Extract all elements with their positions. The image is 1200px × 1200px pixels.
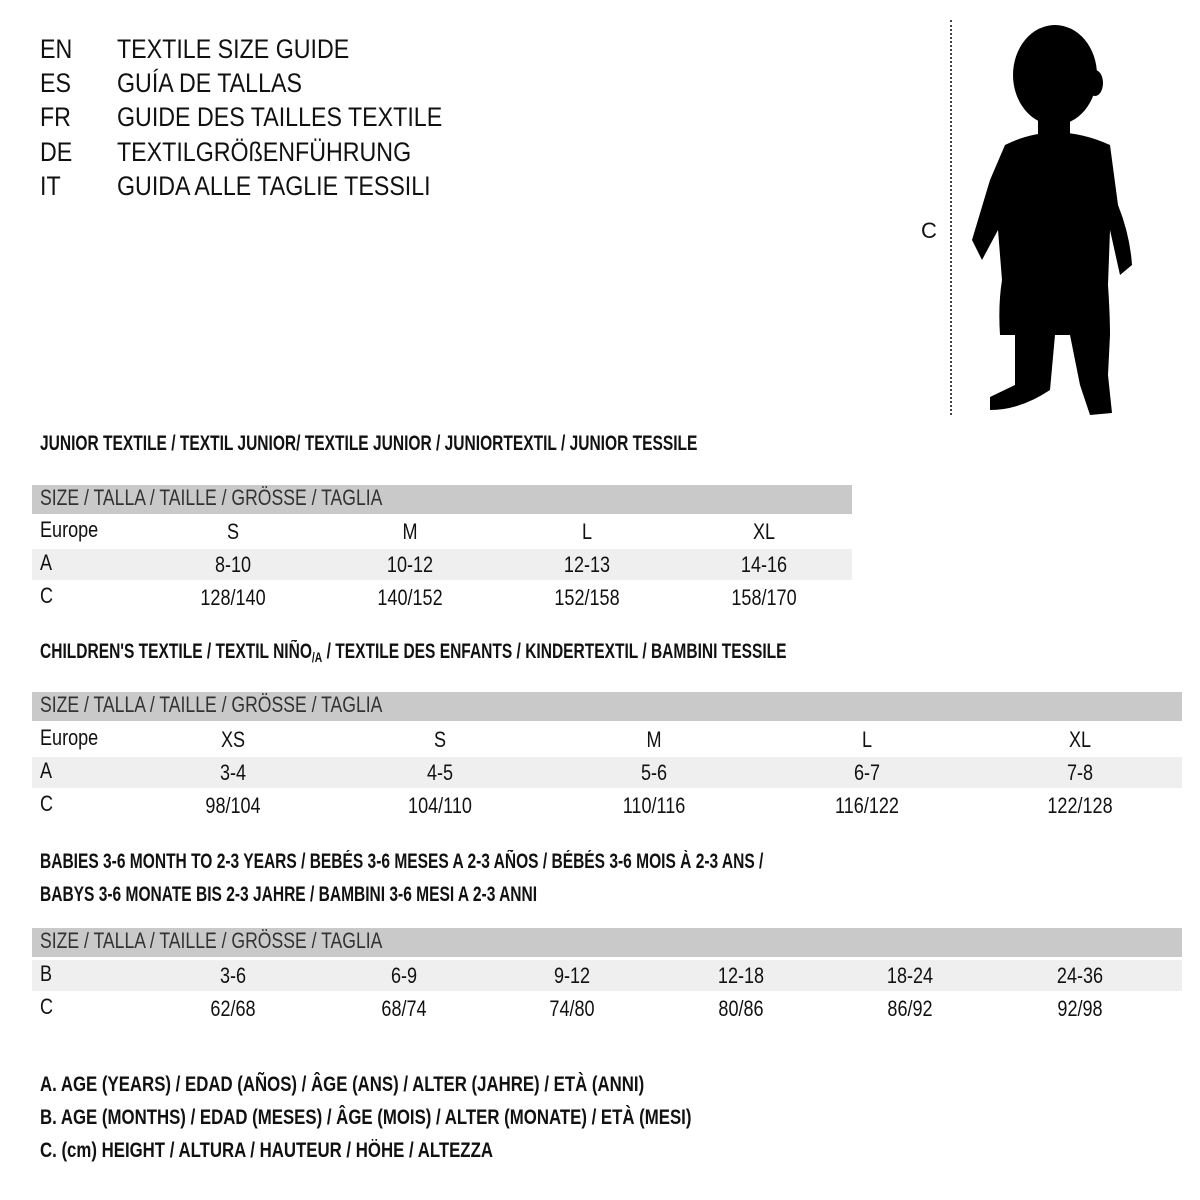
table-cell: 12-18	[717, 963, 765, 988]
row-label: A	[40, 758, 53, 783]
heading-part: / TEXTILE DES ENFANTS / KINDERTEXTIL / B…	[322, 640, 787, 663]
table-cell: 4-5	[426, 760, 454, 785]
table-cell: S	[433, 727, 447, 752]
table-cell: 14-16	[740, 552, 788, 577]
table-cell: 7-8	[1066, 760, 1094, 785]
table-cell: S	[226, 519, 240, 544]
table-cell: 98/104	[205, 793, 261, 818]
table-cell: 5-6	[640, 760, 668, 785]
child-silhouette-icon	[972, 25, 1132, 415]
row-shade	[32, 757, 1182, 788]
table-cell: XS	[220, 727, 246, 752]
row-label: C	[40, 791, 54, 816]
table-cell: XL	[752, 519, 776, 544]
table-cell: 3-4	[219, 760, 247, 785]
lang-title: TEXTILGRÖßENFÜHRUNG	[117, 137, 412, 167]
lang-title: GUIDA ALLE TAGLIE TESSILI	[117, 171, 431, 201]
table-cell: 92/98	[1057, 996, 1103, 1021]
row-shade	[32, 549, 852, 580]
lang-code: IT	[40, 171, 61, 201]
legend-item: C. (cm) HEIGHT / ALTURA / HAUTEUR / HÖHE…	[40, 1139, 493, 1162]
row-label: C	[40, 583, 54, 608]
table-cell: M	[646, 727, 662, 752]
table-cell: 6-9	[390, 963, 418, 988]
lang-title: TEXTILE SIZE GUIDE	[117, 34, 350, 64]
table-cell: L	[861, 727, 873, 752]
lang-code: DE	[40, 137, 73, 167]
section-heading: JUNIOR TEXTILE / TEXTIL JUNIOR/ TEXTILE …	[40, 432, 698, 455]
lang-title: GUÍA DE TALLAS	[117, 68, 302, 98]
lang-title: GUIDE DES TAILLES TEXTILE	[117, 102, 443, 132]
section-heading: BABIES 3-6 MONTH TO 2-3 YEARS / BEBÉS 3-…	[40, 850, 764, 873]
table-cell: 62/68	[210, 996, 256, 1021]
table-cell: 3-6	[219, 963, 247, 988]
table-cell: 116/122	[835, 793, 899, 818]
legend-item: A. AGE (YEARS) / EDAD (AÑOS) / ÂGE (ANS)…	[40, 1073, 645, 1096]
table-cell: 152/158	[554, 585, 620, 610]
legend-item: B. AGE (MONTHS) / EDAD (MESES) / ÂGE (MO…	[40, 1106, 692, 1129]
size-header-band	[32, 485, 852, 514]
table-cell: 68/74	[381, 996, 427, 1021]
table-cell: XL	[1068, 727, 1092, 752]
heading-part: CHILDREN'S TEXTILE / TEXTIL NIÑO	[40, 640, 312, 663]
row-label: B	[40, 961, 53, 986]
size-header: SIZE / TALLA / TAILLE / GRÖSSE / TAGLIA	[40, 928, 383, 953]
table-cell: L	[581, 519, 593, 544]
section-heading: BABYS 3-6 MONATE BIS 2-3 JAHRE / BAMBINI…	[40, 883, 538, 906]
table-cell: 10-12	[386, 552, 434, 577]
row-label: C	[40, 994, 54, 1019]
table-cell: 140/152	[377, 585, 443, 610]
size-header-band	[32, 928, 1182, 957]
table-cell: 74/80	[549, 996, 595, 1021]
table-cell: 24-36	[1056, 963, 1104, 988]
table-cell: 104/110	[408, 793, 472, 818]
size-header: SIZE / TALLA / TAILLE / GRÖSSE / TAGLIA	[40, 485, 383, 510]
table-cell: 158/170	[731, 585, 797, 610]
table-cell: 122/128	[1047, 793, 1113, 818]
row-label: Europe	[40, 517, 99, 542]
table-cell: 86/92	[887, 996, 933, 1021]
row-label: A	[40, 550, 53, 575]
lang-code: ES	[40, 68, 71, 98]
table-cell: 6-7	[853, 760, 881, 785]
table-cell: M	[402, 519, 418, 544]
table-cell: 9-12	[553, 963, 591, 988]
table-cell: 8-10	[214, 552, 252, 577]
row-shade	[32, 960, 1182, 991]
table-cell: 110/116	[622, 793, 686, 818]
height-measure-line	[950, 20, 952, 415]
size-header: SIZE / TALLA / TAILLE / GRÖSSE / TAGLIA	[40, 692, 383, 717]
table-cell: 18-24	[886, 963, 934, 988]
lang-code: EN	[40, 34, 73, 64]
lang-code: FR	[40, 102, 71, 132]
table-cell: 80/86	[718, 996, 764, 1021]
row-label: Europe	[40, 725, 99, 750]
section-heading: CHILDREN'S TEXTILE / TEXTIL NIÑO/A / TEX…	[40, 640, 787, 665]
size-header-band	[32, 692, 1182, 721]
heading-sub: /A	[311, 649, 323, 665]
measure-label: C	[921, 218, 937, 243]
table-cell: 128/140	[200, 585, 266, 610]
table-cell: 12-13	[563, 552, 611, 577]
